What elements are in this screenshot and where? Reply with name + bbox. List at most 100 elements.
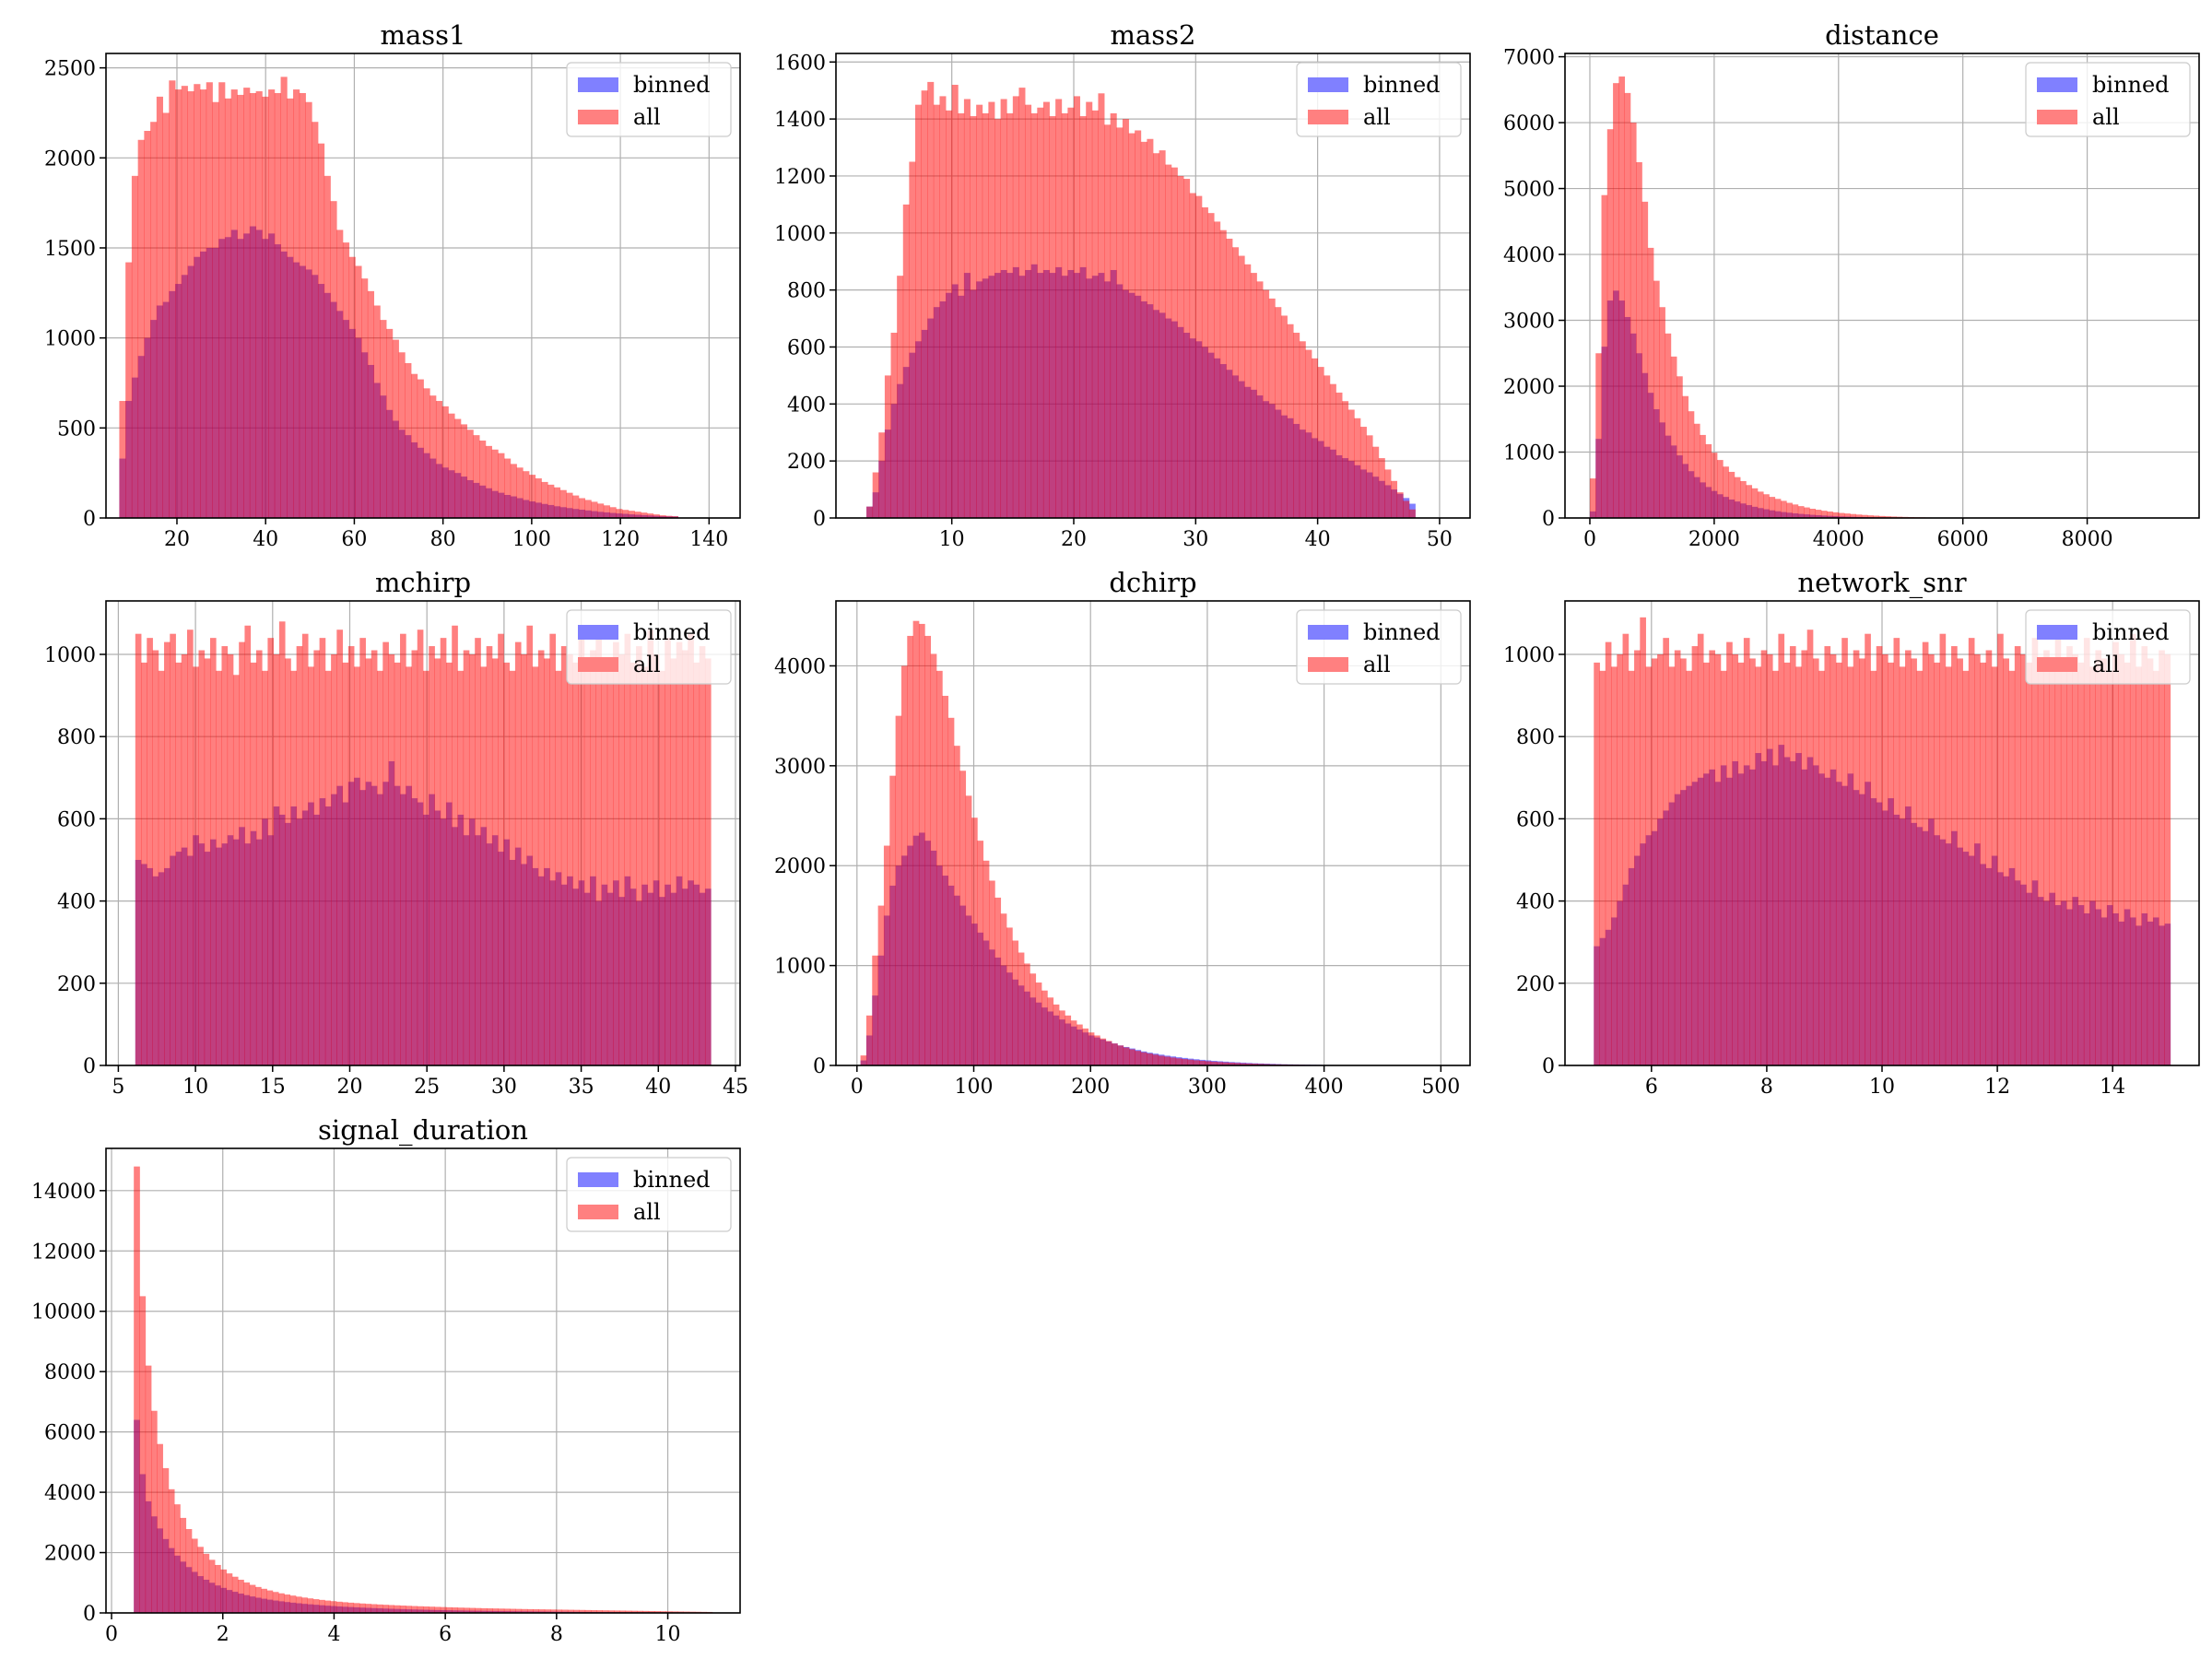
legend-label-binned: binned — [2092, 72, 2170, 98]
bar-all — [359, 1603, 366, 1613]
bar-all — [1778, 633, 1785, 1065]
bar-all — [473, 435, 480, 518]
legend-swatch-all — [578, 1205, 618, 1219]
bar-all — [1763, 494, 1770, 518]
bar-all — [935, 670, 943, 1065]
subplot-title: mass1 — [380, 19, 465, 51]
y-tick-label: 1200 — [774, 166, 826, 189]
bar-all — [342, 1602, 348, 1613]
bar-all — [331, 653, 337, 1065]
bar-all — [1659, 307, 1665, 518]
bar-all — [1091, 110, 1099, 518]
bar-all — [1012, 940, 1019, 1065]
bar-all — [1653, 280, 1660, 518]
bar-all — [1928, 653, 1935, 1065]
bar-all — [1809, 508, 1817, 518]
bar-all — [1335, 392, 1343, 518]
bar-all — [1354, 418, 1361, 518]
bar-all — [2014, 646, 2021, 1065]
bar-all — [147, 638, 153, 1065]
legend-swatch-all — [1308, 657, 1348, 672]
bar-all — [590, 650, 596, 1065]
bar-all — [1035, 982, 1042, 1065]
x-tick-label: 35 — [569, 1076, 594, 1099]
y-tick-label: 4000 — [44, 1482, 96, 1505]
bar-all — [1049, 116, 1056, 518]
bar-all — [238, 1580, 244, 1613]
bar-all — [1858, 658, 1865, 1065]
bar-all — [1838, 512, 1845, 518]
bar-all — [2129, 633, 2136, 1065]
bar-all — [1000, 913, 1007, 1065]
bar-all — [293, 89, 300, 518]
bar-all — [1018, 952, 1025, 1065]
bar-all — [457, 1607, 465, 1613]
bar-all — [212, 101, 219, 518]
bar-all — [226, 1573, 233, 1613]
legend-swatch-all — [1308, 110, 1348, 124]
bar-all — [216, 670, 222, 1065]
bar-all — [538, 1609, 546, 1613]
bar-all — [342, 242, 350, 518]
bar-all — [498, 453, 505, 518]
bar-all — [457, 670, 465, 1065]
bar-all — [1234, 1063, 1241, 1065]
bar-all — [584, 1609, 592, 1613]
bar-all — [596, 1610, 603, 1613]
bar-all — [2124, 662, 2131, 1065]
bar-all — [927, 81, 935, 518]
bar-all — [1263, 289, 1270, 518]
bar-all — [1117, 1045, 1124, 1065]
bar-all — [533, 1609, 539, 1613]
bar-all — [591, 501, 598, 518]
bar-all — [616, 509, 623, 518]
y-tick-label: 7000 — [1503, 47, 1555, 70]
y-tick-label: 400 — [57, 891, 96, 914]
bar-all — [516, 467, 524, 518]
bar-all — [2100, 658, 2108, 1065]
legend-swatch-binned — [578, 77, 618, 92]
bar-all — [1827, 511, 1833, 518]
bar-all — [463, 1607, 470, 1613]
bar-all — [353, 1603, 360, 1613]
bar-all — [994, 119, 1002, 518]
bar-all — [1634, 650, 1641, 1065]
x-tick-label: 0 — [851, 1076, 864, 1099]
bar-all — [187, 629, 194, 1065]
bar-all — [313, 650, 321, 1065]
subplot-title: dchirp — [1109, 567, 1196, 598]
bar-all — [953, 746, 960, 1065]
bar-all — [1074, 96, 1081, 518]
legend-swatch-all — [2037, 657, 2077, 672]
bar-all — [572, 662, 579, 1065]
bar-all — [204, 658, 211, 1065]
x-tick-label: 10 — [939, 528, 965, 551]
bar-all — [921, 90, 928, 518]
bar-all — [255, 91, 263, 518]
bar-all — [1187, 1059, 1194, 1065]
bar-all — [273, 653, 280, 1065]
bar-all — [1606, 129, 1614, 518]
bar-all — [394, 662, 401, 1065]
bar-all — [448, 413, 455, 518]
x-tick-label: 80 — [430, 528, 456, 551]
bar-all — [1677, 376, 1683, 518]
bar-all — [1766, 653, 1773, 1065]
bar-all — [1786, 502, 1793, 518]
x-tick-label: 2 — [217, 1623, 229, 1646]
bar-all — [1252, 1064, 1258, 1065]
y-tick-label: 1500 — [44, 238, 96, 261]
bar-all — [491, 449, 499, 518]
bar-all — [174, 1504, 181, 1613]
bar-all — [1366, 435, 1373, 518]
bar-all — [206, 82, 213, 518]
bar-all — [1630, 123, 1637, 518]
axes-frame — [1564, 53, 2200, 519]
bar-all — [1645, 666, 1653, 1065]
bar-all — [628, 511, 635, 518]
bar-all — [2054, 629, 2062, 1065]
x-tick-label: 300 — [1188, 1076, 1227, 1099]
subplot-title: distance — [1825, 19, 1939, 51]
bar-all — [1682, 395, 1689, 518]
x-tick-label: 20 — [164, 528, 190, 551]
